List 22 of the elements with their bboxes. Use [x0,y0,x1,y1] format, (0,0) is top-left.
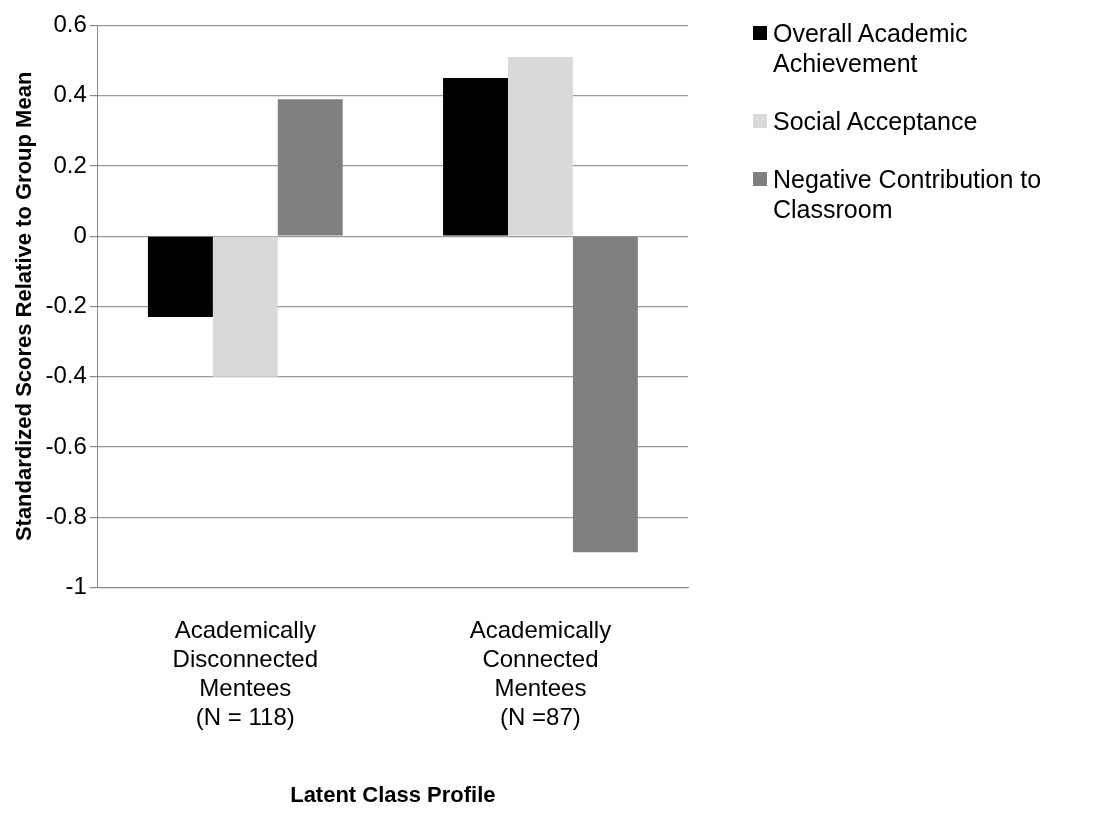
y-tick-label: 0.2 [53,150,87,178]
y-tick-label: 0.6 [53,10,87,38]
bar [443,78,508,236]
y-tick-label: -0.8 [45,501,87,529]
bar [147,236,213,317]
bar [572,236,638,553]
legend-label: Overall Academic Achievement [773,18,969,78]
legend-label: Social Acceptance [773,106,978,136]
y-tick-label: 0.4 [53,80,87,108]
x-tick-label: Academically Connected Mentees (N =87) [469,616,612,730]
y-tick-label: 0 [73,220,87,248]
legend-label: Negative Contribution to Classroom [773,164,1043,224]
bar [212,236,278,377]
y-tick-label: -0.2 [45,291,87,319]
y-tick-label: -1 [65,572,87,600]
bar [277,99,343,236]
x-tick-label: Academically Disconnected Mentees (N = 118) [172,616,319,730]
x-axis-title: Latent Class Profile [290,781,496,807]
bar [507,57,573,236]
y-axis-title: Standardized Scores Relative to Group Mean [11,71,37,542]
y-tick-label: -0.6 [45,431,87,459]
y-tick-label: -0.4 [45,361,87,389]
